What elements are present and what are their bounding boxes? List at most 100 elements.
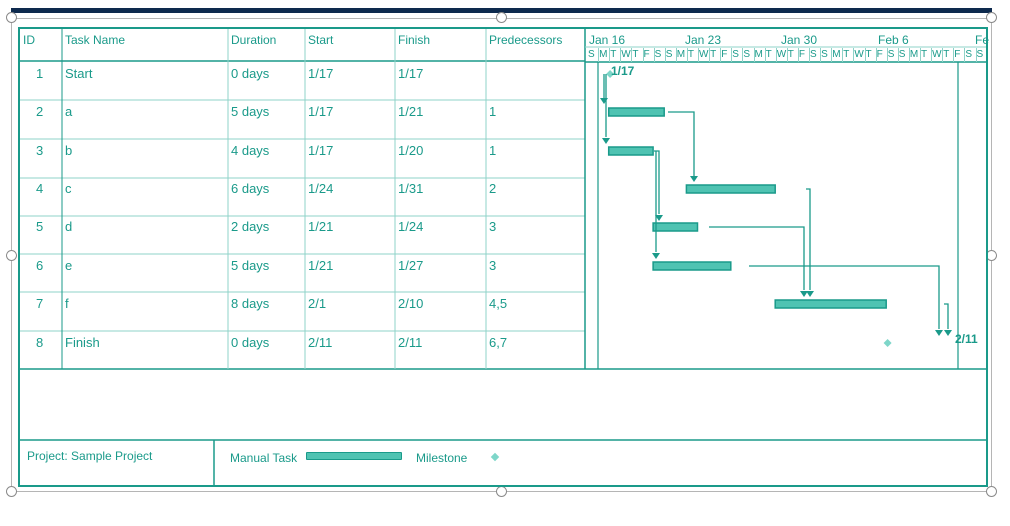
legend-manual-task-swatch <box>306 452 402 460</box>
timescale-day-letter: S <box>810 49 817 60</box>
timescale-day-letter: S <box>887 49 895 60</box>
timescale-day-separator <box>942 48 944 62</box>
timescale-week-3: Jan 30 <box>781 33 818 47</box>
cell-finish: 1/31 <box>398 181 424 196</box>
timescale-day-letter: F <box>798 49 805 60</box>
timescale-day-letter: T <box>632 49 639 60</box>
timescale-day-separator <box>864 48 866 62</box>
cell-predecessors: 3 <box>489 258 497 273</box>
timescale-day-separator <box>775 48 777 62</box>
cell-duration: 0 days <box>231 66 270 81</box>
cell-task-name: Finish <box>65 335 100 350</box>
gantt-milestone-finish[interactable] <box>883 339 892 347</box>
timescale-day-letter: M <box>909 49 919 60</box>
cell-id: 5 <box>36 219 44 234</box>
timescale-week-5: Fe <box>975 33 990 47</box>
cell-start: 2/11 <box>308 335 333 350</box>
dependency-e-finish <box>749 265 940 329</box>
dependency-f-finish <box>944 303 949 329</box>
cell-id: 7 <box>36 296 44 311</box>
timescale-day-separator <box>675 48 677 62</box>
timescale-day-letter: T <box>687 49 694 60</box>
cell-task-name: b <box>65 143 73 158</box>
cell-start: 2/1 <box>308 296 327 311</box>
milestone-start-label: 1/17 <box>611 64 635 78</box>
dependency-arrow-icon <box>652 253 660 259</box>
timescale-week-2: Jan 23 <box>685 33 722 47</box>
timescale-day-letter: F <box>954 49 961 60</box>
cell-start: 1/21 <box>308 219 334 234</box>
timescale-day-letter: T <box>943 49 950 60</box>
gantt-bar-f[interactable] <box>774 299 887 309</box>
dependency-a-c <box>668 111 695 176</box>
cell-task-name: Start <box>65 66 93 81</box>
gantt-bar-a[interactable] <box>607 107 665 117</box>
timescale-day-separator <box>642 48 644 62</box>
dependency-arrow-icon <box>690 176 698 182</box>
timescale-day-letter: T <box>865 49 872 60</box>
timescale-week-1: Jan 16 <box>589 33 626 47</box>
timescale-day-letter: W <box>621 49 631 60</box>
timescale-day-separator <box>886 48 888 62</box>
timescale-day-letter: T <box>921 49 928 60</box>
timescale-day-separator <box>753 48 755 62</box>
header-id[interactable]: ID <box>23 33 35 47</box>
resize-handle-top-right[interactable] <box>986 12 997 23</box>
timescale-day-separator <box>620 48 622 62</box>
gantt-bar-b[interactable] <box>607 146 654 156</box>
timescale-day-letter: S <box>965 49 973 60</box>
resize-handle-middle-left[interactable] <box>6 250 17 261</box>
cell-id: 1 <box>36 66 44 81</box>
timescale-day-letter: T <box>610 49 617 60</box>
timescale-day-separator <box>897 48 899 62</box>
header-task-name[interactable]: Task Name <box>65 33 126 47</box>
cell-duration: 4 days <box>231 143 270 158</box>
timescale-day-letter: S <box>588 49 595 60</box>
timescale-day-letter: F <box>876 49 883 60</box>
gantt-milestone-start[interactable] <box>606 70 615 78</box>
resize-handle-bottom-right[interactable] <box>986 486 997 497</box>
timescale-day-separator <box>809 48 810 62</box>
resize-handle-top-middle[interactable] <box>496 12 507 23</box>
header-start[interactable]: Start <box>308 33 334 47</box>
gantt-bar-c[interactable] <box>685 184 776 194</box>
timescale-day-letter: M <box>832 49 841 60</box>
cell-predecessors: 1 <box>489 104 497 119</box>
dependency-arrow-icon <box>602 138 610 144</box>
timescale-day-separator <box>931 48 933 62</box>
cell-duration: 6 days <box>231 181 270 196</box>
dependency-arrow-icon <box>800 291 808 297</box>
timescale-day-separator <box>698 48 699 62</box>
timescale-day-separator <box>720 48 722 62</box>
timescale-day-separator <box>975 48 977 62</box>
timescale-day-separator <box>686 48 688 62</box>
header-duration[interactable]: Duration <box>231 33 277 47</box>
cell-task-name: e <box>65 258 73 273</box>
timescale-day-letter: S <box>821 49 828 60</box>
header-finish[interactable]: Finish <box>398 33 431 47</box>
gantt-bar-e[interactable] <box>652 261 732 271</box>
dependency-arrow-icon <box>944 330 952 336</box>
cell-id: 6 <box>36 258 44 273</box>
timescale-day-letter: S <box>654 49 662 60</box>
timescale-day-separator <box>764 48 766 62</box>
cell-task-name: d <box>65 219 73 234</box>
gantt-bar-d[interactable] <box>652 222 699 232</box>
cell-duration: 5 days <box>231 104 270 119</box>
timescale-day-letter: W <box>776 49 787 60</box>
cell-predecessors: 4,5 <box>489 296 508 311</box>
timescale-day-separator <box>609 48 611 62</box>
header-predecessors[interactable]: Predecessors <box>489 33 563 47</box>
timescale-day-separator <box>831 48 833 62</box>
timescale-week-4: Feb 6 <box>878 33 909 47</box>
project-label: Project: Sample Project <box>27 449 153 463</box>
timescale-day-separator <box>598 48 600 62</box>
resize-handle-bottom-left[interactable] <box>6 486 17 497</box>
resize-handle-top-left[interactable] <box>6 12 17 23</box>
legend-manual-task-label: Manual Task <box>230 451 298 465</box>
timescale-day-letter: T <box>710 49 717 60</box>
cell-finish: 2/11 <box>398 335 423 350</box>
